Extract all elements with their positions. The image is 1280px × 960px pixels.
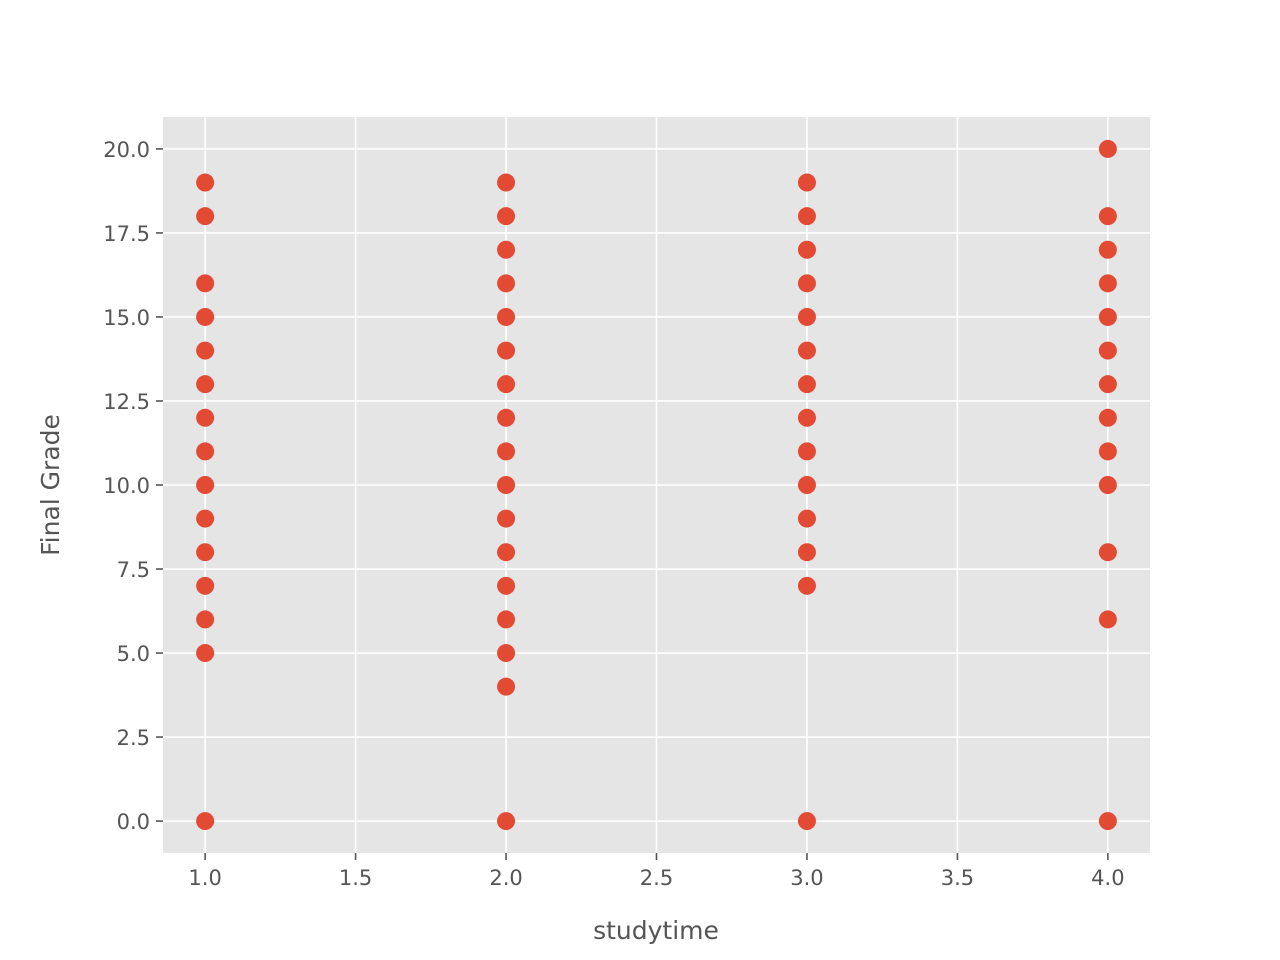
data-point [1098, 442, 1117, 461]
data-point [196, 576, 215, 595]
data-point [797, 207, 816, 226]
data-point [797, 476, 816, 494]
data-point [797, 408, 816, 427]
x-tick-label: 2.0 [489, 866, 522, 890]
data-point [497, 677, 516, 696]
data-point [497, 442, 516, 461]
y-tick-label: 0.0 [117, 810, 150, 834]
data-point [497, 274, 516, 293]
data-point [1098, 610, 1117, 629]
data-point [1098, 240, 1117, 259]
y-tick-label: 5.0 [117, 642, 150, 666]
data-point [797, 509, 816, 528]
data-point [797, 274, 816, 293]
data-point [1098, 476, 1117, 494]
data-point [1098, 274, 1117, 293]
x-tick-label: 4.0 [1091, 866, 1124, 890]
data-point [497, 576, 516, 595]
x-axis-ticks: 1.0 1.5 2.0 2.5 3.0 3.5 4.0 [188, 853, 1125, 890]
x-tick-label: 1.0 [188, 866, 221, 890]
y-tick-label: 17.5 [103, 222, 150, 246]
x-axis-label: studytime [593, 916, 719, 945]
data-point [196, 341, 215, 360]
x-tick-label: 2.5 [640, 866, 673, 890]
data-point [497, 644, 516, 663]
data-point [497, 173, 516, 192]
data-point [1098, 307, 1117, 326]
data-point [1098, 375, 1117, 394]
data-point [196, 610, 215, 629]
data-point [1098, 408, 1117, 427]
data-point [196, 442, 215, 461]
data-point [797, 341, 816, 360]
data-point [497, 509, 516, 528]
data-point [497, 341, 516, 360]
data-point [1098, 341, 1117, 360]
y-tick-label: 2.5 [117, 726, 150, 750]
data-point [797, 543, 816, 562]
data-point [1098, 543, 1117, 562]
x-tick-label: 1.5 [339, 866, 372, 890]
data-point [196, 509, 215, 528]
data-point [497, 408, 516, 427]
data-point [797, 812, 816, 831]
y-tick-label: 15.0 [103, 306, 150, 330]
data-point [196, 307, 215, 326]
x-tick-label: 3.0 [790, 866, 823, 890]
data-point [196, 812, 215, 831]
x-tick-label: 3.5 [941, 866, 974, 890]
data-points [196, 139, 1117, 831]
data-point [497, 375, 516, 394]
data-point [797, 442, 816, 461]
y-tick-label: 12.5 [103, 390, 150, 414]
data-point [196, 644, 215, 663]
data-point [497, 610, 516, 629]
data-point [797, 576, 816, 595]
data-point [196, 274, 215, 293]
data-point [497, 240, 516, 259]
data-point [497, 307, 516, 326]
data-point [196, 173, 215, 192]
data-point [196, 207, 215, 226]
data-point [1098, 812, 1117, 831]
y-tick-label: 10.0 [103, 474, 150, 498]
data-point [196, 375, 215, 394]
data-point [797, 307, 816, 326]
y-tick-label: 7.5 [117, 558, 150, 582]
data-point [196, 543, 215, 562]
data-point [1098, 207, 1117, 226]
data-point [196, 408, 215, 427]
grid-lines [163, 117, 1150, 853]
y-tick-label: 20.0 [103, 138, 150, 162]
data-point [797, 375, 816, 394]
data-point [497, 207, 516, 226]
y-axis-ticks: 0.0 2.5 5.0 7.5 10.0 12.5 15.0 17.5 20.0 [103, 138, 163, 834]
data-point [497, 543, 516, 562]
data-point [497, 812, 516, 831]
data-point [1098, 139, 1117, 158]
data-point [797, 240, 816, 259]
data-point [196, 476, 215, 494]
y-axis-label: Final Grade [36, 414, 65, 556]
data-point [797, 173, 816, 192]
data-point [497, 476, 516, 494]
